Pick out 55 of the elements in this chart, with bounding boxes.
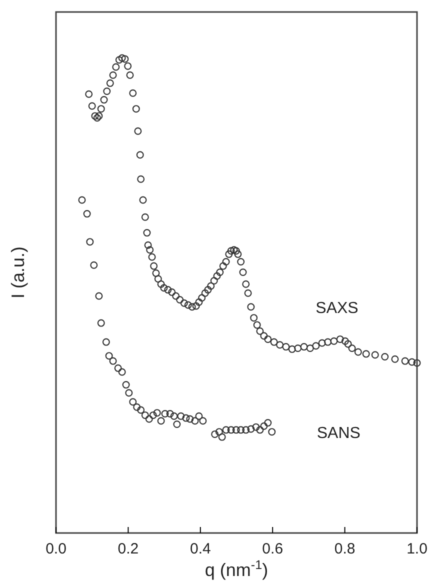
point <box>153 409 161 417</box>
series-label: SAXS <box>316 300 358 317</box>
point <box>247 425 255 433</box>
point <box>83 210 91 218</box>
point <box>109 357 117 365</box>
point <box>95 292 103 300</box>
x-axis-title: q (nm$^{-1}$) <box>204 558 268 580</box>
x-tick-label: 0.4 <box>190 540 211 558</box>
x-tick-label: 0.8 <box>334 540 356 558</box>
point <box>114 364 122 372</box>
point <box>199 417 207 425</box>
x-tick-label: 0.2 <box>118 540 139 558</box>
point <box>186 415 194 423</box>
point <box>237 426 245 434</box>
point <box>242 426 250 434</box>
point <box>177 412 185 420</box>
point <box>252 423 260 431</box>
point <box>264 419 272 427</box>
point <box>211 430 219 438</box>
point <box>102 338 110 346</box>
point <box>268 428 276 436</box>
x-tick-label: 0.6 <box>262 540 284 558</box>
point <box>166 410 174 418</box>
point <box>78 196 86 204</box>
point <box>137 406 145 414</box>
point <box>133 403 141 411</box>
point <box>86 238 94 246</box>
point <box>125 389 133 397</box>
point <box>195 412 203 420</box>
point <box>256 426 264 434</box>
point <box>232 426 240 434</box>
point <box>149 411 157 419</box>
point <box>222 426 230 434</box>
point <box>260 422 268 430</box>
point <box>118 368 126 376</box>
point <box>90 261 98 269</box>
point <box>105 352 113 360</box>
y-axis-title: I (a.u.) <box>8 246 28 299</box>
text: SANS <box>316 424 360 442</box>
point <box>129 398 137 406</box>
point <box>191 417 199 425</box>
point <box>182 414 190 422</box>
point <box>215 428 223 436</box>
point <box>97 319 105 327</box>
point <box>173 420 181 428</box>
point <box>145 415 153 423</box>
point <box>141 411 149 419</box>
point <box>218 433 226 441</box>
point <box>122 381 130 389</box>
x-tick-label: 0.0 <box>46 540 66 558</box>
point <box>157 417 165 425</box>
point <box>227 426 235 434</box>
point <box>161 410 169 418</box>
x-tick-label: 1.0 <box>406 540 428 558</box>
point <box>170 412 178 420</box>
